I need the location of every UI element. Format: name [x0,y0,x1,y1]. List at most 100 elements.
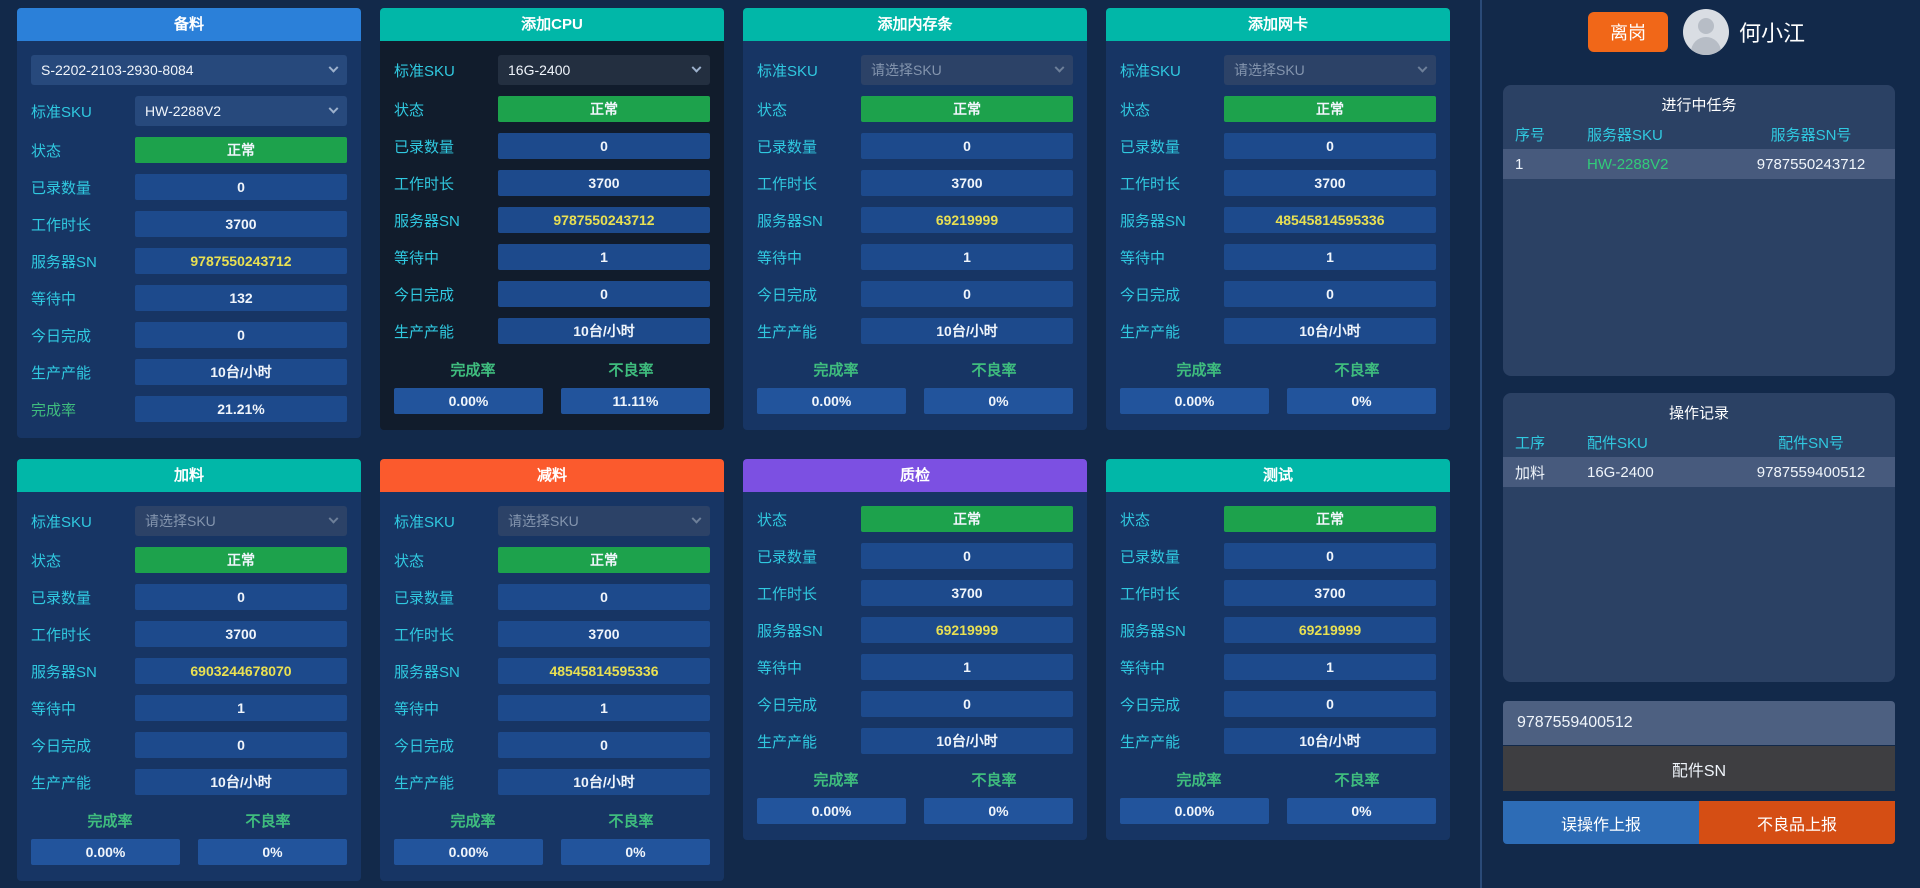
selected-value: HW-2288V2 [145,103,222,119]
selected-value: 请选择SKU [508,513,579,529]
sku-select[interactable]: 请选择SKU [498,506,710,536]
stations-grid: 备料 S-2202-2103-2930-8084 标准SKU HW-2288V2 状态正… [17,0,1482,888]
selected-value: 请选择SKU [145,513,216,529]
row-label: 工作时长 [757,175,818,193]
row-value: 10台/小时 [1224,728,1436,754]
accessory-sn-input[interactable] [1503,701,1895,745]
row-label: 今日完成 [31,327,92,345]
defect-rate-label: 不良率 [245,813,291,830]
defect-rate-value: 0% [561,839,710,865]
sku-select[interactable]: 请选择SKU [861,55,1073,85]
right-sidebar: 离岗 何小江 进行中任务 序号 服务器SKU 服务器SN号 1 HW-2288V2 97… [1482,0,1920,888]
station-row: 状态 正常 [1120,96,1436,122]
task-row[interactable]: 1 HW-2288V2 9787550243712 [1503,149,1895,179]
operation-records-header: 工序 配件SKU 配件SN号 [1503,427,1895,457]
row-value: 0 [1224,281,1436,307]
chevron-down-icon [1417,62,1428,73]
row-label: 工作时长 [757,585,818,603]
station-row: 工作时长 3700 [394,621,710,647]
sku-select[interactable]: 请选择SKU [1224,55,1436,85]
row-label: 已录数量 [394,589,455,607]
defect-rate-value: 0% [198,839,347,865]
leave-post-button[interactable]: 离岗 [1588,12,1668,52]
sku-select[interactable]: 请选择SKU [135,506,347,536]
row-label: 今日完成 [31,737,92,755]
row-value: 1 [498,695,710,721]
row-value: 0 [135,732,347,758]
row-value: 1 [498,244,710,270]
row-label: 等待中 [31,290,77,308]
completion-rate-label: 完成率 [813,362,859,379]
row-label: 标准SKU [31,513,92,531]
accessory-sn-button[interactable]: 配件SN [1503,746,1895,791]
footer-labels: 完成率 不良率 [757,359,1073,380]
mis-operation-report-button[interactable]: 误操作上报 [1503,801,1699,844]
chevron-down-icon [328,513,339,524]
station-row: 生产产能 10台/小时 [31,769,347,795]
station-row: 工作时长 3700 [394,170,710,196]
station-row: 已录数量 0 [1120,543,1436,569]
station-row: 标准SKU 请选择SKU [757,55,1073,85]
defect-rate-value: 0% [1287,388,1436,414]
completion-rate-label: 完成率 [450,362,496,379]
row-value: 0 [135,174,347,200]
station-row: 工作时长 3700 [757,580,1073,606]
defective-product-report-button[interactable]: 不良品上报 [1699,801,1895,844]
station-row: 今日完成 0 [757,691,1073,717]
station-body: 标准SKU 请选择SKU 状态 正常 已录数量 0 工作时长 3700 服务器SN 4854581… [1106,41,1450,430]
row-value: 1 [861,244,1073,270]
status-badge: 正常 [135,547,347,573]
station-body: 标准SKU 16G-2400 状态 正常 已录数量 0 工作时长 3700 服务器SN 97875… [380,41,724,430]
row-label: 已录数量 [1120,138,1181,156]
station-card-quality-check: 质检 状态 正常 已录数量 0 工作时长 3700 服务器SN 69219999 等待中 1 今日完成… [743,459,1087,840]
row-label: 状态 [31,552,62,570]
station-row: 状态 正常 [757,96,1073,122]
station-row: 状态 正常 [394,96,710,122]
status-badge: 正常 [861,506,1073,532]
completion-rate-label: 完成率 [813,772,859,789]
completion-rate-value: 0.00% [31,839,180,865]
defect-rate-label: 不良率 [971,772,1017,789]
completion-value: 21.21% [135,396,347,422]
station-row: 已录数量 0 [31,584,347,610]
station-body: 标准SKU 请选择SKU 状态 正常 已录数量 0 工作时长 3700 服务器SN 4854581… [380,492,724,881]
footer-values: 0.00% 0% [1120,798,1436,824]
row-value: 0 [861,691,1073,717]
user-bar: 离岗 何小江 [1503,6,1895,58]
row-label: 状态 [31,142,62,160]
row-label: 等待中 [1120,659,1166,677]
row-value: 10台/小时 [498,318,710,344]
station-row: 等待中 132 [31,285,347,311]
task-select[interactable]: S-2202-2103-2930-8084 [31,55,347,85]
status-badge: 正常 [135,137,347,163]
station-row: 完成率 21.21% [31,396,347,422]
row-value: 1 [1224,654,1436,680]
row-label: 工作时长 [31,626,92,644]
selected-value: S-2202-2103-2930-8084 [41,62,194,78]
row-value: 10台/小时 [861,318,1073,344]
row-value: 0 [861,133,1073,159]
record-row[interactable]: 加料 16G-2400 9787559400512 [1503,457,1895,487]
completion-rate-value: 0.00% [1120,798,1269,824]
station-row: 服务器SN 69219999 [757,617,1073,643]
station-row: 服务器SN 9787550243712 [394,207,710,233]
chevron-down-icon [328,62,339,73]
row-value: 3700 [1224,580,1436,606]
station-card-add-material: 加料 标准SKU 请选择SKU 状态 正常 已录数量 0 工作时长 3700 服务器SN 69032… [17,459,361,881]
user-avatar-icon [1683,9,1729,55]
operation-records-title: 操作记录 [1668,405,1729,422]
row-label: 服务器SN [1120,212,1186,230]
row-label: 服务器SN [31,253,97,271]
chevron-down-icon [328,103,339,114]
station-card-remove-material: 减料 标准SKU 请选择SKU 状态 正常 已录数量 0 工作时长 3700 服务器SN 48545… [380,459,724,881]
row-label: 工作时长 [394,175,455,193]
station-row: 等待中 1 [394,695,710,721]
station-body: 标准SKU 请选择SKU 状态 正常 已录数量 0 工作时长 3700 服务器SN 6921999… [743,41,1087,430]
station-title: 添加网卡 [1106,8,1450,41]
station-body: 标准SKU 请选择SKU 状态 正常 已录数量 0 工作时长 3700 服务器SN 6903244… [17,492,361,881]
sku-select[interactable]: 16G-2400 [498,55,710,85]
defect-rate-value: 0% [924,388,1073,414]
completion-rate-label: 完成率 [1176,772,1222,789]
station-card-prepare-material: 备料 S-2202-2103-2930-8084 标准SKU HW-2288V2 状态 正… [17,8,361,438]
sku-select[interactable]: HW-2288V2 [135,96,347,126]
